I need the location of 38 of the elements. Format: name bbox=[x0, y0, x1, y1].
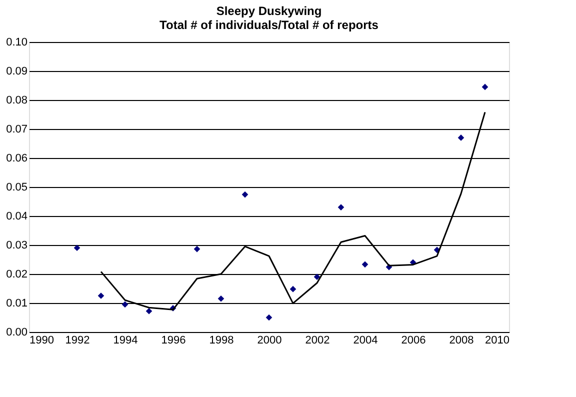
text: Total # of individuals/Total # of reports bbox=[160, 18, 378, 32]
point bbox=[98, 292, 104, 299]
point bbox=[458, 134, 464, 141]
text: Sleepy Duskywing bbox=[216, 4, 322, 18]
point bbox=[218, 295, 224, 302]
y-tick-label: 0.10 bbox=[6, 36, 28, 48]
y-tick-label: 0.03 bbox=[6, 240, 28, 252]
x-tick-label: 1998 bbox=[209, 334, 234, 346]
x-tick-label: 2006 bbox=[401, 334, 426, 346]
x-tick-label: 2010 bbox=[485, 334, 510, 346]
point bbox=[338, 204, 344, 210]
x-tick-label: 2002 bbox=[305, 334, 330, 346]
x-tick-label: 2000 bbox=[257, 334, 282, 346]
y-tick-label: 0.07 bbox=[6, 124, 28, 136]
point bbox=[146, 308, 152, 314]
y-tick-label: 0.09 bbox=[6, 66, 28, 78]
point bbox=[314, 274, 320, 280]
x-tick-label: 2008 bbox=[449, 334, 474, 346]
x-tick-label: 1996 bbox=[161, 334, 186, 346]
y-tick-label: 0.00 bbox=[6, 326, 28, 338]
y-tick-label: 0.05 bbox=[6, 182, 28, 194]
x-tick-label: 1992 bbox=[65, 334, 90, 346]
point bbox=[266, 314, 272, 321]
y-tick-label: 0.06 bbox=[6, 152, 28, 164]
y-tick-label: 0.01 bbox=[6, 298, 28, 310]
point bbox=[290, 286, 296, 292]
point bbox=[362, 261, 368, 268]
point bbox=[482, 84, 488, 90]
point bbox=[242, 191, 248, 198]
x-tick-label: 1990 bbox=[30, 334, 54, 346]
x-tick-label: 2004 bbox=[353, 334, 378, 346]
y-tick-label: 0.02 bbox=[6, 268, 28, 280]
x-tick-label: 1994 bbox=[113, 334, 138, 346]
y-tick-label: 0.04 bbox=[6, 210, 28, 222]
y-tick-label: 0.08 bbox=[6, 94, 28, 106]
point bbox=[194, 246, 200, 252]
point bbox=[122, 301, 128, 308]
point bbox=[74, 244, 80, 252]
